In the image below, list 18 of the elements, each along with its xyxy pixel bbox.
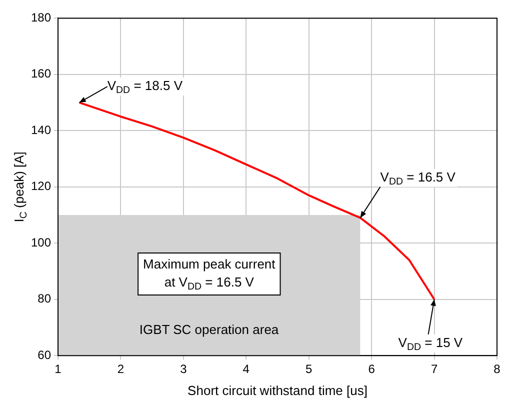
- x-axis-title: Short circuit withstand time [us]: [188, 383, 368, 398]
- y-tick-label: 80: [38, 292, 52, 306]
- x-tick-label: 2: [117, 362, 124, 376]
- y-tick-label: 180: [30, 10, 52, 25]
- x-tick-label: 5: [306, 362, 313, 376]
- x-tick-label: 6: [368, 362, 376, 376]
- y-tick-label: 120: [30, 179, 52, 194]
- y-tick-label: 100: [30, 235, 52, 250]
- annotation: IGBT SC operation area: [139, 322, 280, 337]
- y-tick-label: 160: [30, 66, 52, 81]
- x-tick-label: 7: [430, 362, 438, 376]
- x-tick-label: 1: [54, 362, 62, 376]
- y-tick-label: 60: [38, 348, 52, 362]
- x-tick-label: 3: [180, 362, 188, 376]
- y-axis-title: IC (peak) [A]: [12, 152, 30, 222]
- x-tick-label: 8: [494, 362, 501, 376]
- x-tick-label: 4: [242, 362, 250, 376]
- y-tick-label: 140: [30, 122, 52, 137]
